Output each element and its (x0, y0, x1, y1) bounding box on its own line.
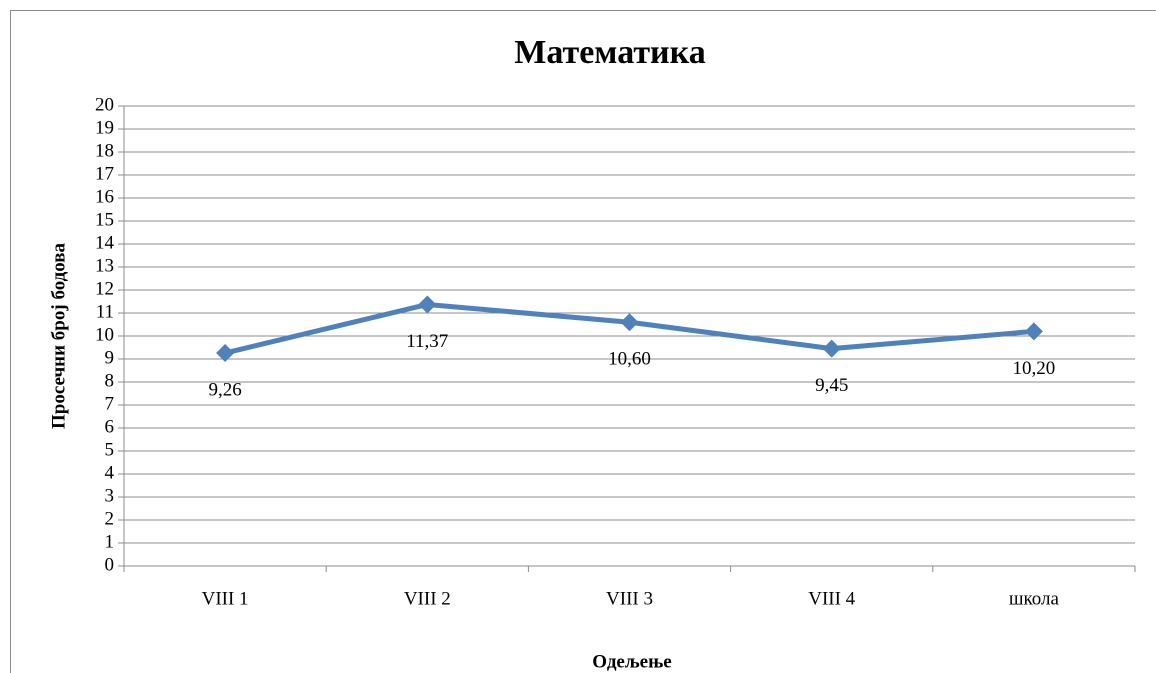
y-tick-label: 18 (95, 140, 114, 161)
data-label: 10,20 (1013, 358, 1056, 379)
x-tick-label: VIII 4 (808, 588, 855, 609)
y-tick-label: 6 (105, 416, 115, 437)
data-point (1024, 322, 1043, 341)
y-tick-label: 3 (105, 485, 115, 506)
y-tick-label: 2 (105, 508, 115, 529)
x-axis-title: Одељење (592, 651, 671, 672)
x-tick-label: VIII 3 (606, 588, 653, 609)
y-tick-label: 9 (105, 347, 115, 368)
y-tick-label: 11 (96, 301, 114, 322)
y-tick-label: 14 (95, 232, 115, 253)
data-point (620, 313, 639, 332)
data-point (216, 344, 235, 363)
x-tick-label: VIII 2 (404, 588, 451, 609)
y-tick-label: 16 (95, 186, 114, 207)
y-tick-label: 0 (105, 554, 115, 575)
y-tick-label: 4 (105, 462, 115, 483)
chart-title: Математика (514, 34, 705, 71)
y-tick-label: 19 (95, 117, 114, 138)
data-point (822, 339, 841, 358)
data-label: 9,26 (208, 379, 241, 400)
y-tick-label: 15 (95, 209, 114, 230)
y-axis-title: Просечни број бодова (48, 242, 69, 429)
data-label: 10,60 (608, 349, 651, 370)
y-tick-label: 13 (95, 255, 114, 276)
y-tick-label: 5 (105, 439, 115, 460)
x-tick-label: VIII 1 (202, 588, 249, 609)
data-label: 11,37 (406, 331, 448, 352)
y-tick-label: 20 (95, 94, 114, 115)
y-tick-label: 7 (105, 393, 115, 414)
chart-frame (10, 10, 1156, 673)
x-tick-label: школа (1009, 588, 1060, 609)
y-tick-label: 8 (105, 370, 115, 391)
y-tick-label: 12 (95, 278, 114, 299)
data-label: 9,45 (815, 375, 848, 396)
data-point (418, 295, 437, 314)
y-tick-label: 10 (95, 324, 114, 345)
y-tick-label: 17 (95, 163, 114, 184)
y-tick-label: 1 (105, 531, 115, 552)
